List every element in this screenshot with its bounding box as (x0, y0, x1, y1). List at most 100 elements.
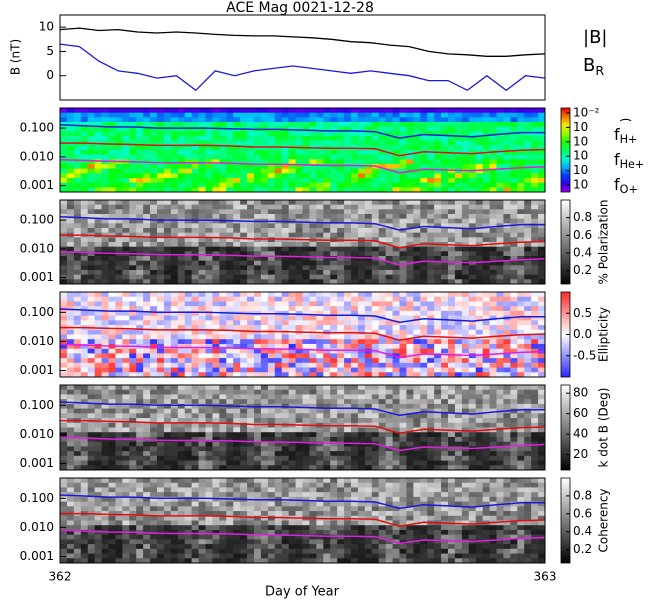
spectrogram-cell (80, 441, 89, 447)
spectrogram-cell (302, 246, 310, 252)
spectrogram-cell (177, 315, 186, 321)
spectrogram-cell (302, 140, 310, 146)
spectrogram-cell (364, 168, 373, 174)
spectrogram-cell (150, 232, 158, 238)
spectrogram-cell (371, 408, 380, 414)
spectrogram-cell (468, 214, 477, 220)
spectrogram-cell (344, 334, 352, 340)
spectrogram-cell (205, 408, 213, 414)
spectrogram-cell (295, 296, 303, 302)
spectrogram-cell (260, 187, 269, 193)
spectrogram-cell (80, 432, 89, 438)
spectrogram-cell (254, 136, 262, 142)
spectrogram-cell (163, 301, 172, 307)
spectrogram-cell (524, 339, 532, 345)
spectrogram-cell (496, 399, 504, 405)
spectrogram-cell (378, 325, 387, 331)
spectrogram-cell (205, 200, 213, 206)
spectrogram-cell (330, 150, 338, 156)
spectrogram-cell (351, 159, 359, 165)
spectrogram-cell (108, 242, 116, 248)
spectrogram-cell (247, 408, 255, 414)
spectrogram-cell (87, 200, 96, 206)
spectrogram-cell (351, 228, 359, 234)
spectrogram-cell (468, 232, 477, 238)
spectrogram-cell (122, 329, 130, 335)
spectrogram-cell (240, 178, 248, 184)
spectrogram-cell (489, 403, 497, 410)
spectrogram-cell (260, 214, 269, 220)
spectrogram-cell (157, 246, 165, 252)
spectrogram-cell (198, 140, 206, 146)
spectrogram-cell (461, 182, 470, 188)
spectrogram-cell (454, 367, 463, 373)
spectrogram-cell (399, 394, 407, 400)
spectrogram-cell (337, 173, 345, 179)
spectrogram-cell (309, 301, 317, 307)
spectrogram-image (60, 292, 546, 378)
y-tick-label: 10 (39, 20, 54, 34)
spectrogram-cell (323, 117, 331, 123)
spectrogram-cell (496, 256, 504, 262)
spectrogram-cell (399, 112, 407, 118)
spectrogram-cell (316, 164, 324, 170)
spectrogram-cell (475, 320, 484, 326)
spectrogram-cell (406, 325, 414, 331)
spectrogram-cell (385, 168, 393, 174)
spectrogram-cell (330, 358, 338, 364)
spectrogram-cell (267, 385, 276, 391)
spectrogram-cell (150, 187, 158, 193)
spectrogram-cell (420, 385, 428, 391)
spectrogram-cell (184, 246, 193, 252)
spectrogram-cell (101, 329, 109, 335)
spectrogram-cell (281, 265, 290, 271)
spectrogram-cell (143, 126, 151, 132)
spectrogram-cell (184, 339, 193, 345)
spectrogram-cell (392, 145, 400, 151)
spectrogram-cell (351, 441, 359, 447)
spectrogram-cell (364, 242, 373, 248)
spectrogram-cell (344, 242, 352, 248)
spectrogram-cell (240, 274, 248, 280)
spectrogram-cell (143, 353, 151, 359)
spectrogram-cell (191, 204, 199, 210)
spectrogram-cell (392, 413, 400, 419)
spectrogram-cell (441, 329, 449, 335)
spectrogram-cell (163, 246, 172, 252)
spectrogram-cell (413, 310, 421, 317)
spectrogram-cell (323, 159, 331, 165)
spectrogram-cell (503, 140, 511, 146)
spectrogram-cell (364, 292, 373, 298)
spectrogram-cell (538, 372, 546, 378)
spectrogram-cell (274, 451, 283, 457)
spectrogram-cell (108, 353, 116, 359)
spectrogram-cell (524, 446, 532, 452)
spectrogram-cell (240, 270, 248, 276)
spectrogram-cell (212, 168, 220, 174)
spectrogram-cell (309, 372, 317, 378)
spectrogram-cell (60, 242, 68, 248)
spectrogram-cell (233, 306, 241, 312)
spectrogram-cell (524, 209, 532, 215)
spectrogram-cell (157, 325, 165, 331)
spectrogram-cell (177, 168, 186, 174)
spectrogram-cell (184, 159, 193, 165)
spectrogram-cell (226, 187, 234, 193)
spectrogram-cell (337, 418, 345, 424)
spectrogram-cell (531, 301, 539, 307)
spectrogram-cell (406, 173, 414, 179)
spectrogram-cell (80, 187, 89, 193)
spectrogram-cell (351, 223, 359, 229)
spectrogram-cell (198, 228, 206, 234)
spectrogram-cell (254, 353, 262, 359)
spectrogram-cell (143, 422, 151, 428)
spectrogram-cell (226, 237, 234, 243)
spectrogram-cell (454, 372, 463, 378)
spectrogram-cell (503, 279, 511, 285)
spectrogram-cell (496, 343, 504, 350)
spectrogram-cell (226, 140, 234, 146)
spectrogram-cell (475, 232, 484, 238)
spectrogram-cell (461, 418, 470, 424)
spectrogram-cell (538, 218, 546, 224)
spectrogram-cell (233, 265, 241, 271)
